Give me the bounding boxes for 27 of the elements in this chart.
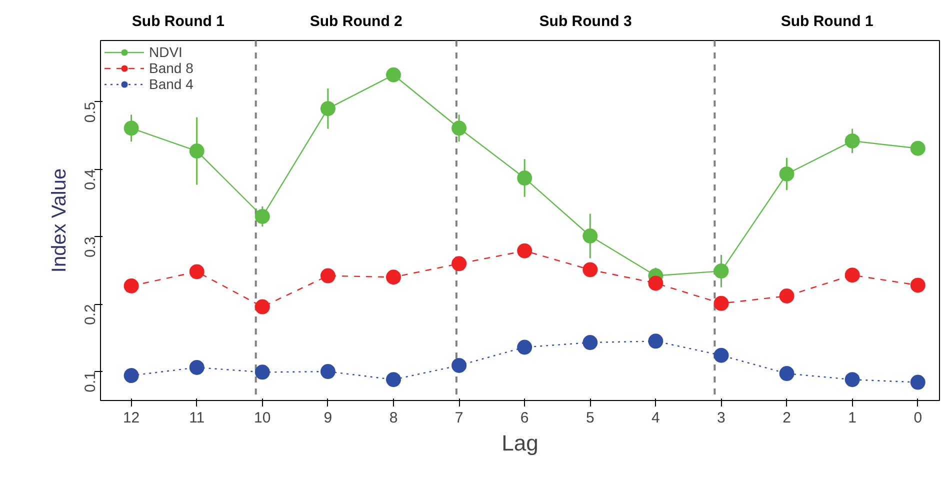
text: Sub Round 2 [310, 12, 402, 30]
x-tick-label: 5 [586, 410, 594, 426]
y-tick-label: 0.2 [82, 304, 99, 325]
y-tick-label: 0.5 [82, 102, 99, 123]
x-tick-label: 0 [914, 410, 922, 426]
x-tick-label: 9 [324, 410, 332, 426]
x-tick-label: 6 [520, 410, 529, 426]
text: Sub Round 1 [780, 12, 874, 30]
legend-label: NDVI [149, 44, 182, 60]
y-tick-label: 0.1 [82, 372, 99, 392]
x-tick-label: 10 [254, 410, 271, 426]
text: Sub Round 3 [539, 12, 632, 30]
legend-label: Band 4 [149, 76, 194, 92]
legend-label: Band 8 [149, 60, 194, 76]
x-tick-label: 1 [848, 410, 856, 426]
x-tick-label: 7 [454, 410, 464, 426]
x-tick-label: 8 [389, 410, 398, 426]
y-tick-label: 0.4 [82, 169, 99, 190]
x-tick-label: 2 [782, 410, 791, 426]
x-tick-label: 3 [717, 410, 726, 426]
text: Sub Round 1 [132, 12, 224, 30]
x-tick-label: 4 [652, 410, 660, 426]
y-tick-label: 0.3 [82, 236, 99, 258]
x-tick-label: 12 [122, 410, 140, 426]
y-axis-title: Index Value [48, 168, 70, 273]
x-axis-title: Lag [502, 430, 538, 456]
x-tick-label: 11 [189, 410, 205, 426]
